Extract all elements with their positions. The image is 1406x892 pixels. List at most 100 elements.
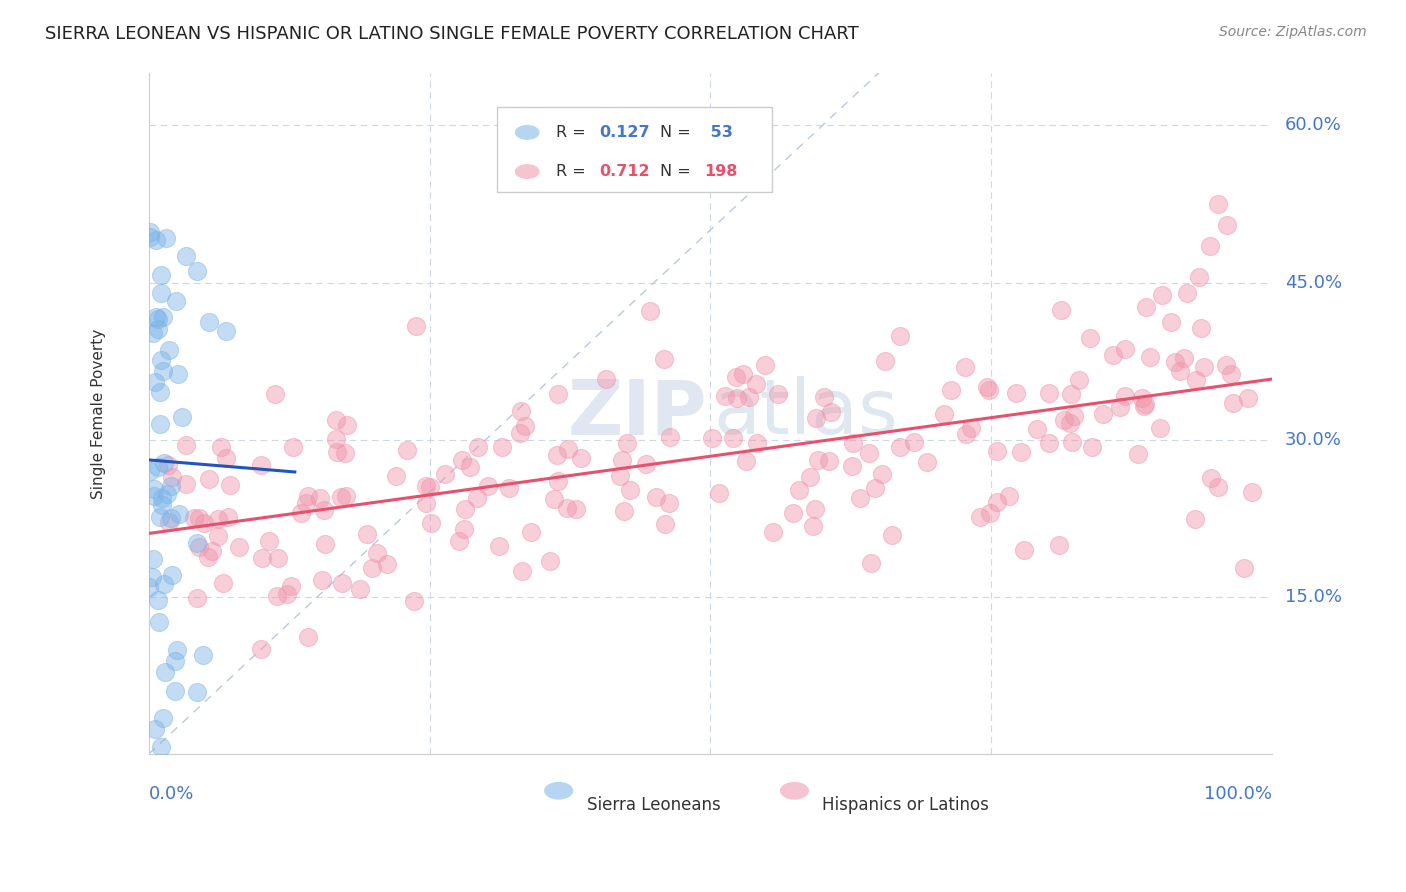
Point [276, 587, 298, 601]
Point [330, 490, 353, 504]
Point [880, 528, 903, 542]
Circle shape [780, 782, 808, 799]
Point [804, 411, 827, 425]
Point [858, 446, 880, 460]
Point [547, 386, 569, 401]
Point [738, 390, 761, 404]
Point [1053, 413, 1076, 427]
Point [159, 479, 181, 493]
Point [986, 495, 1008, 509]
Point [865, 481, 887, 495]
Point [153, 577, 176, 591]
Point [188, 540, 211, 554]
Point [155, 230, 177, 244]
Point [183, 510, 205, 524]
Point [142, 489, 165, 503]
Point [979, 507, 1001, 521]
Point [1060, 386, 1083, 401]
Point [1114, 342, 1136, 356]
Point [198, 315, 221, 329]
Point [1060, 434, 1083, 449]
Point [335, 489, 357, 503]
Point [1139, 350, 1161, 364]
Point [1135, 396, 1157, 410]
Point [1233, 561, 1256, 575]
Point [186, 591, 208, 606]
Point [295, 496, 318, 510]
Point [250, 550, 273, 565]
Point [1220, 367, 1243, 381]
Text: 0.0%: 0.0% [149, 785, 194, 803]
Point [145, 310, 167, 325]
Point [1130, 392, 1153, 406]
Point [543, 491, 565, 506]
Point [156, 487, 179, 501]
Point [509, 404, 531, 418]
Point [1047, 538, 1070, 552]
Point [176, 438, 198, 452]
Text: 198: 198 [704, 164, 738, 179]
Point [1173, 351, 1195, 366]
Point [1050, 303, 1073, 318]
Text: SIERRA LEONEAN VS HISPANIC OR LATINO SINGLE FEMALE POVERTY CORRELATION CHART: SIERRA LEONEAN VS HISPANIC OR LATINO SIN… [45, 25, 859, 43]
Point [142, 552, 165, 566]
Point [465, 491, 488, 505]
Point [969, 510, 991, 524]
Point [903, 435, 925, 450]
Text: 53: 53 [704, 125, 733, 140]
Point [1005, 386, 1028, 401]
Point [860, 557, 883, 571]
Point [1135, 300, 1157, 314]
Text: Sierra Leoneans: Sierra Leoneans [586, 797, 720, 814]
Point [160, 568, 183, 582]
Point [191, 648, 214, 663]
Text: R =: R = [557, 164, 592, 179]
Point [915, 455, 938, 469]
Point [309, 491, 332, 506]
Point [186, 263, 208, 277]
Point [634, 458, 657, 472]
Point [654, 517, 676, 532]
Point [433, 467, 456, 482]
Point [197, 549, 219, 564]
Point [314, 502, 336, 516]
Point [405, 319, 427, 334]
Point [782, 506, 804, 520]
Point [491, 440, 513, 454]
Point [290, 506, 312, 520]
Point [547, 474, 569, 488]
Point [955, 427, 977, 442]
Point [157, 515, 180, 529]
Point [297, 489, 319, 503]
Point [820, 405, 842, 419]
Point [612, 453, 634, 467]
Point [725, 391, 748, 405]
Circle shape [515, 164, 540, 179]
Point [762, 524, 785, 539]
Point [1198, 239, 1220, 253]
Point [266, 550, 288, 565]
Point [1102, 349, 1125, 363]
Point [458, 459, 481, 474]
Point [453, 522, 475, 536]
Circle shape [515, 125, 540, 140]
Point [555, 501, 578, 516]
Point [953, 360, 976, 375]
Point [326, 444, 349, 458]
Point [170, 409, 193, 424]
Point [941, 383, 963, 397]
Text: Source: ZipAtlas.com: Source: ZipAtlas.com [1219, 25, 1367, 39]
Point [139, 225, 162, 239]
Point [149, 417, 172, 431]
Point [960, 421, 983, 435]
Point [638, 303, 661, 318]
Point [1222, 395, 1244, 409]
Point [513, 418, 536, 433]
Point [979, 384, 1001, 398]
Point [149, 740, 172, 755]
Text: 45.0%: 45.0% [1285, 274, 1343, 292]
Point [1152, 287, 1174, 301]
Point [138, 580, 160, 594]
Point [375, 557, 398, 571]
Point [875, 353, 897, 368]
